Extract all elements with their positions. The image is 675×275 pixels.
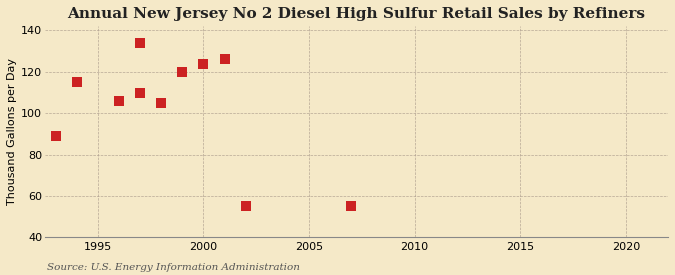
Point [50,134,61,138]
Point [198,61,209,66]
Point [177,70,188,74]
Point [113,99,124,103]
Point [219,57,230,62]
Text: Source: U.S. Energy Information Administration: Source: U.S. Energy Information Administ… [47,263,300,272]
Point [72,80,82,84]
Point [156,101,167,105]
Point [346,204,356,208]
Title: Annual New Jersey No 2 Diesel High Sulfur Retail Sales by Refiners: Annual New Jersey No 2 Diesel High Sulfu… [68,7,645,21]
Point [134,41,145,45]
Point [240,204,251,208]
Y-axis label: Thousand Gallons per Day: Thousand Gallons per Day [7,58,17,205]
Point [134,90,145,95]
